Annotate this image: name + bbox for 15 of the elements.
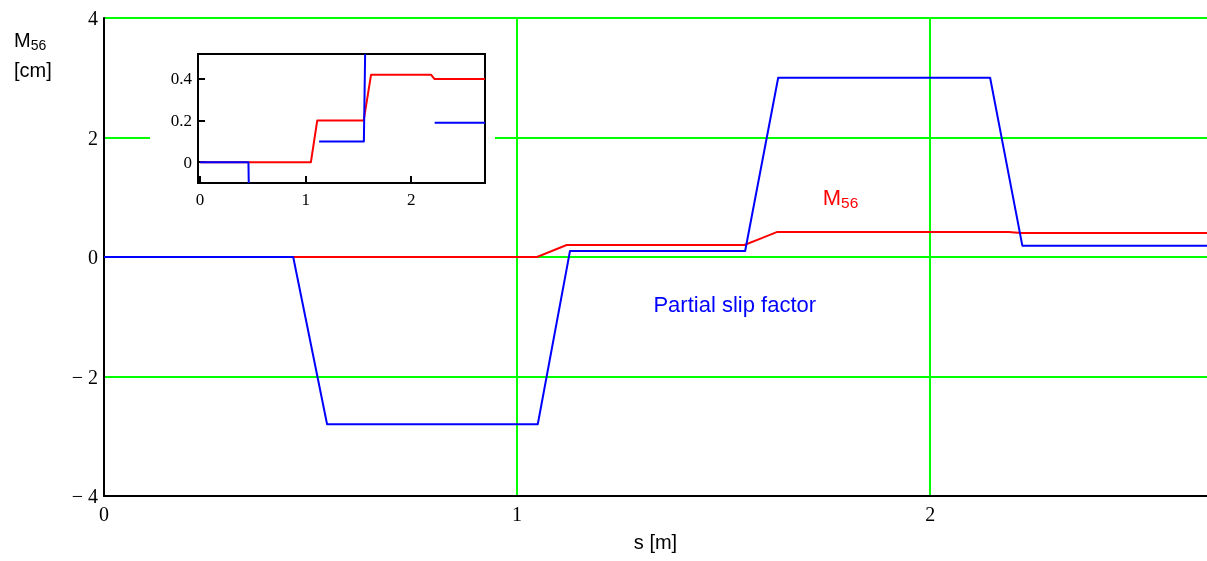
y-tick-label: 0: [183, 152, 192, 172]
y-tick-label: − 2: [71, 365, 98, 388]
x-tick-label: 1: [301, 190, 310, 209]
x-tick-label: 2: [925, 503, 936, 525]
x-tick-label: 2: [406, 190, 416, 209]
y-tick-label: − 4: [71, 485, 98, 507]
y-tick-label: 4: [88, 7, 98, 29]
y-tick-label: 0.2: [170, 111, 192, 131]
x-tick-label: 1: [512, 503, 523, 525]
x-tick-label: 0: [195, 190, 205, 209]
x-axis-title: s [m]: [633, 531, 678, 553]
series-label: Partial slip factor: [653, 292, 817, 318]
y-tick-label: 0: [88, 246, 98, 268]
y-tick-label: 0.4: [170, 69, 193, 89]
y-tick-label: 2: [88, 126, 98, 149]
